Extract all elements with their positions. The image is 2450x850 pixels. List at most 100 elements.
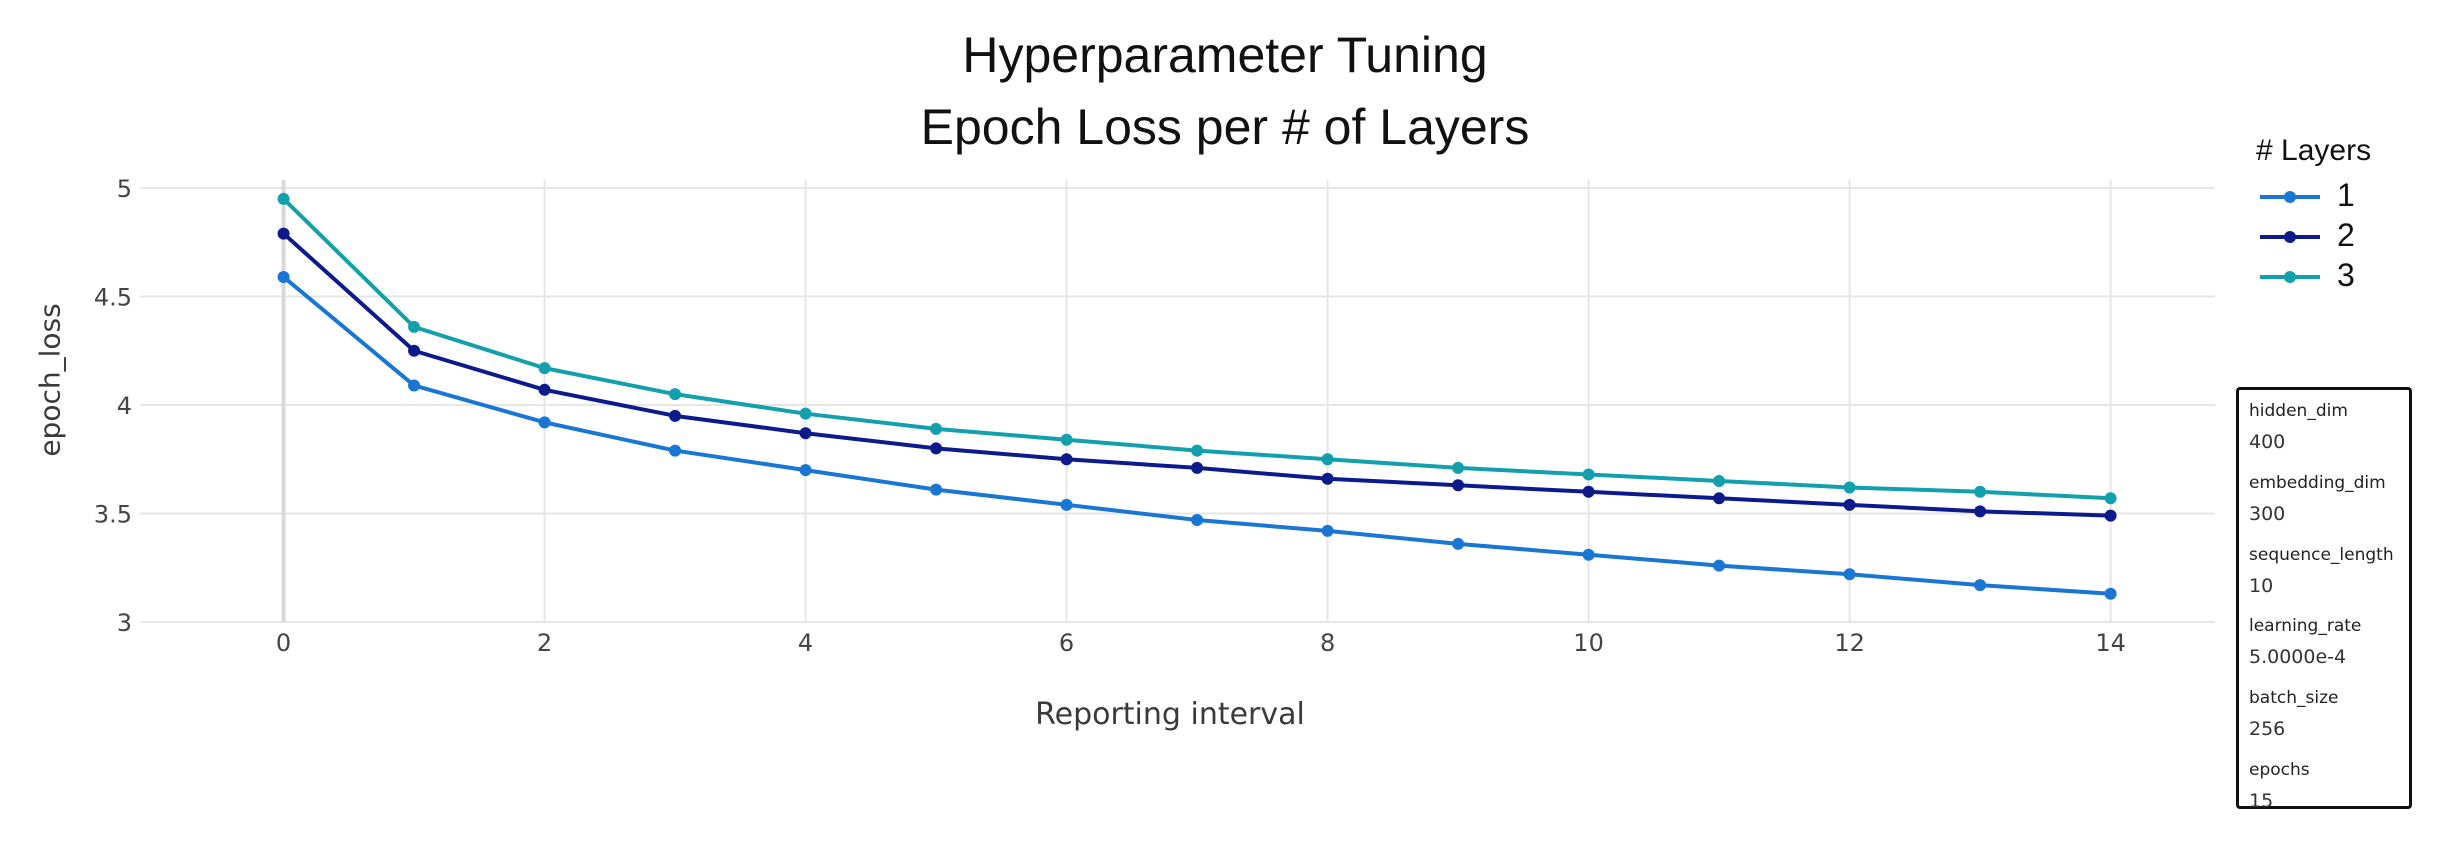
param-embedding-dim: embedding_dim 300 — [2249, 472, 2386, 526]
y-tick-label: 3.5 — [94, 501, 132, 529]
param-name: sequence_length — [2249, 545, 2394, 565]
y-tick-label: 4.5 — [94, 284, 132, 312]
data-point[interactable] — [538, 416, 551, 429]
data-point[interactable] — [1452, 537, 1465, 550]
legend-item[interactable]: 3 — [2256, 256, 2371, 296]
data-point[interactable] — [2104, 492, 2117, 505]
legend-item[interactable]: 1 — [2256, 176, 2371, 216]
param-name: hidden_dim — [2249, 401, 2348, 421]
data-point[interactable] — [1974, 485, 1987, 498]
x-tick-label: 2 — [537, 629, 552, 657]
legend-label: 1 — [2337, 177, 2355, 213]
data-point[interactable] — [408, 344, 421, 357]
param-name: epochs — [2249, 760, 2310, 780]
series-3 — [277, 192, 2117, 505]
data-point[interactable] — [1321, 472, 1334, 485]
data-point[interactable] — [799, 427, 812, 440]
series-lines — [277, 192, 2117, 600]
y-tick-label: 5 — [117, 175, 132, 203]
data-point[interactable] — [669, 409, 682, 422]
param-sequence-length: sequence_length 10 — [2249, 544, 2394, 598]
series-line[interactable] — [282, 275, 2111, 596]
data-point[interactable] — [538, 383, 551, 396]
param-value: 300 — [2249, 503, 2286, 525]
legend-label: 2 — [2337, 217, 2355, 253]
series-1 — [277, 270, 2117, 600]
x-tick-label: 8 — [1320, 629, 1335, 657]
axis-tick-labels: 3 3.5 4 4.5 5 0 2 4 6 8 10 12 14 — [94, 175, 2126, 657]
param-name: embedding_dim — [2249, 473, 2386, 493]
legend-swatch — [2260, 271, 2320, 283]
data-point[interactable] — [1060, 433, 1073, 446]
data-point[interactable] — [277, 270, 290, 283]
data-point[interactable] — [1191, 461, 1204, 474]
legend-swatch — [2260, 191, 2320, 203]
grid-lines — [140, 180, 2215, 623]
chart-title: Hyperparameter Tuning — [962, 27, 1488, 83]
param-value: 5.0000e-4 — [2249, 646, 2347, 668]
legend-item[interactable]: 2 — [2256, 216, 2371, 256]
param-value: 10 — [2249, 575, 2274, 597]
data-point[interactable] — [2104, 587, 2117, 600]
data-point[interactable] — [669, 388, 682, 401]
data-point[interactable] — [1060, 498, 1073, 511]
data-point[interactable] — [930, 483, 943, 496]
y-axis-label: epoch_loss — [33, 303, 67, 457]
data-point[interactable] — [277, 227, 290, 240]
param-batch-size: batch_size 256 — [2249, 687, 2338, 741]
x-tick-label: 12 — [1834, 629, 1865, 657]
x-axis-label: Reporting interval — [1035, 697, 1305, 732]
data-point[interactable] — [930, 442, 943, 455]
param-value: 15 — [2249, 790, 2274, 812]
param-learning-rate: learning_rate 5.0000e-4 — [2249, 615, 2361, 669]
data-point[interactable] — [277, 192, 290, 205]
legend-marker — [2284, 271, 2296, 283]
data-point[interactable] — [799, 407, 812, 420]
x-tick-label: 0 — [276, 629, 291, 657]
data-point[interactable] — [930, 422, 943, 435]
data-point[interactable] — [1843, 568, 1856, 581]
y-tick-label: 4 — [117, 392, 132, 420]
data-point[interactable] — [1191, 514, 1204, 527]
data-point[interactable] — [1843, 498, 1856, 511]
legend-marker — [2284, 231, 2296, 243]
data-point[interactable] — [1582, 485, 1595, 498]
x-tick-label: 10 — [1573, 629, 1604, 657]
data-point[interactable] — [2104, 509, 2117, 522]
data-point[interactable] — [408, 320, 421, 333]
data-point[interactable] — [1191, 444, 1204, 457]
series-2 — [277, 227, 2117, 522]
legend-marker — [2284, 191, 2296, 203]
data-point[interactable] — [1582, 548, 1595, 561]
param-epochs: epochs 15 — [2249, 759, 2310, 813]
data-point[interactable] — [1321, 453, 1334, 466]
x-tick-label: 6 — [1059, 629, 1074, 657]
data-point[interactable] — [408, 379, 421, 392]
param-name: learning_rate — [2249, 616, 2362, 636]
data-point[interactable] — [1452, 461, 1465, 474]
data-point[interactable] — [538, 362, 551, 375]
data-point[interactable] — [1713, 559, 1726, 572]
param-value: 256 — [2249, 718, 2286, 740]
y-tick-label: 3 — [117, 609, 132, 637]
data-point[interactable] — [1452, 479, 1465, 492]
param-name: batch_size — [2249, 688, 2339, 708]
x-tick-label: 4 — [798, 629, 813, 657]
param-hidden-dim: hidden_dim 400 — [2249, 400, 2348, 454]
legend-title: # Layers — [2256, 134, 2372, 167]
legend: # Layers 1 2 3 — [2256, 134, 2371, 296]
data-point[interactable] — [669, 444, 682, 457]
hyperparameters-box: hidden_dim 400 embedding_dim 300 sequenc… — [2236, 387, 2412, 812]
data-point[interactable] — [1974, 505, 1987, 518]
data-point[interactable] — [799, 464, 812, 477]
data-point[interactable] — [1713, 492, 1726, 505]
chart-subtitle: Epoch Loss per # of Layers — [920, 99, 1530, 155]
x-tick-label: 14 — [2095, 629, 2126, 657]
data-point[interactable] — [1321, 524, 1334, 537]
data-point[interactable] — [1060, 453, 1073, 466]
data-point[interactable] — [1843, 481, 1856, 494]
data-point[interactable] — [1582, 468, 1595, 481]
data-point[interactable] — [1713, 474, 1726, 487]
data-point[interactable] — [1974, 579, 1987, 592]
